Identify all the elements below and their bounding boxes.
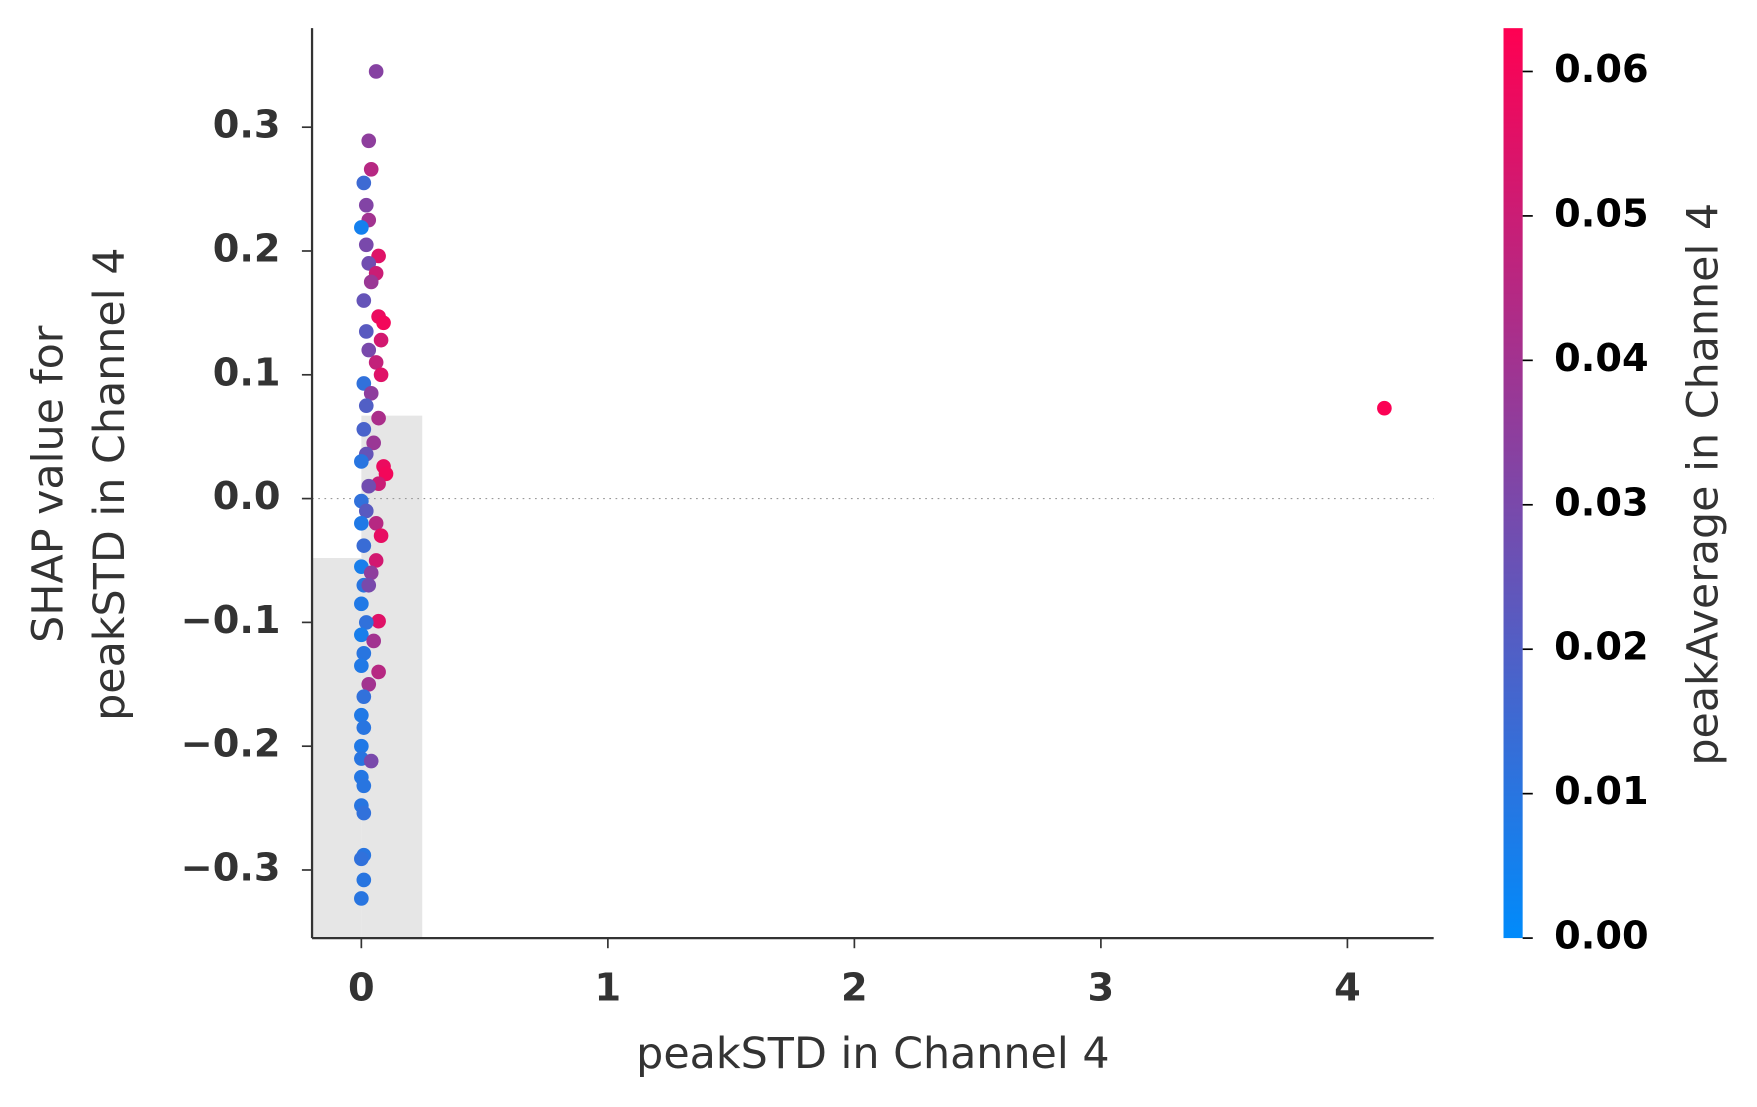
point — [358, 324, 374, 339]
colorbar-tick-label: 0.01 — [1554, 769, 1648, 814]
point — [354, 658, 369, 674]
point — [354, 738, 369, 754]
x-tick-label: 1 — [595, 965, 622, 1010]
y-tick-label: 0.2 — [213, 226, 281, 271]
point — [361, 478, 377, 494]
point — [356, 175, 372, 191]
point — [356, 538, 372, 553]
point — [373, 367, 389, 383]
x-tick-label: 4 — [1334, 965, 1361, 1010]
point — [376, 315, 391, 331]
histogram-bar — [361, 415, 423, 939]
point — [363, 386, 379, 401]
point — [1377, 400, 1392, 416]
point — [354, 707, 369, 723]
point — [358, 197, 374, 213]
point — [356, 805, 372, 821]
point — [354, 596, 369, 612]
point — [354, 891, 369, 906]
point — [356, 646, 372, 661]
point — [366, 633, 381, 649]
point — [356, 872, 372, 888]
point — [361, 676, 377, 692]
point — [373, 332, 389, 348]
point — [368, 553, 384, 568]
point — [371, 613, 386, 629]
colorbar-tick-label: 0.04 — [1554, 336, 1648, 381]
y-tick-label: 0.1 — [213, 350, 281, 395]
y-tick-label: −0.2 — [181, 722, 281, 767]
point — [363, 161, 379, 177]
point — [356, 720, 372, 735]
point — [368, 64, 384, 79]
point — [358, 398, 374, 414]
y-tick-label: −0.3 — [181, 845, 281, 890]
point — [354, 851, 369, 867]
y-tick-label: −0.1 — [181, 598, 281, 643]
point — [363, 274, 379, 290]
point — [361, 133, 377, 149]
point — [358, 503, 374, 519]
point — [361, 342, 377, 358]
point — [358, 237, 374, 253]
point — [363, 565, 379, 581]
colorbar-tick-label: 0.03 — [1554, 480, 1648, 525]
point — [366, 435, 381, 451]
colorbar-tick-label: 0.06 — [1554, 47, 1648, 92]
point — [354, 516, 369, 531]
colorbar — [1503, 28, 1523, 939]
colorbar-tick-label: 0.05 — [1554, 191, 1648, 236]
x-tick-label: 2 — [841, 965, 868, 1010]
y-tick-label: 0.0 — [213, 474, 281, 519]
point — [354, 220, 369, 235]
point — [373, 528, 389, 544]
point — [356, 689, 372, 704]
x-axis-label: peakSTD in Channel 4 — [636, 1029, 1109, 1079]
point — [356, 778, 372, 794]
point — [358, 615, 374, 630]
colorbar-tick-label: 0.02 — [1554, 625, 1648, 670]
point — [354, 454, 369, 469]
x-tick-label: 3 — [1088, 965, 1115, 1010]
point — [371, 410, 386, 426]
colorbar-tick-label: 0.00 — [1554, 914, 1648, 959]
point — [371, 664, 386, 680]
point — [356, 421, 372, 437]
point — [356, 293, 372, 308]
point — [354, 627, 369, 643]
histogram-bar — [312, 558, 362, 939]
y-tick-label: 0.3 — [213, 103, 281, 148]
point — [363, 753, 379, 769]
point — [368, 516, 384, 531]
point — [361, 577, 377, 593]
y-axis-label: SHAP value for — [23, 325, 73, 643]
colorbar-label: peakAverage in Channel 4 — [1679, 203, 1729, 766]
point — [368, 355, 384, 370]
x-tick-label: 0 — [348, 965, 375, 1010]
y-axis-label: peakSTD in Channel 4 — [85, 248, 135, 721]
